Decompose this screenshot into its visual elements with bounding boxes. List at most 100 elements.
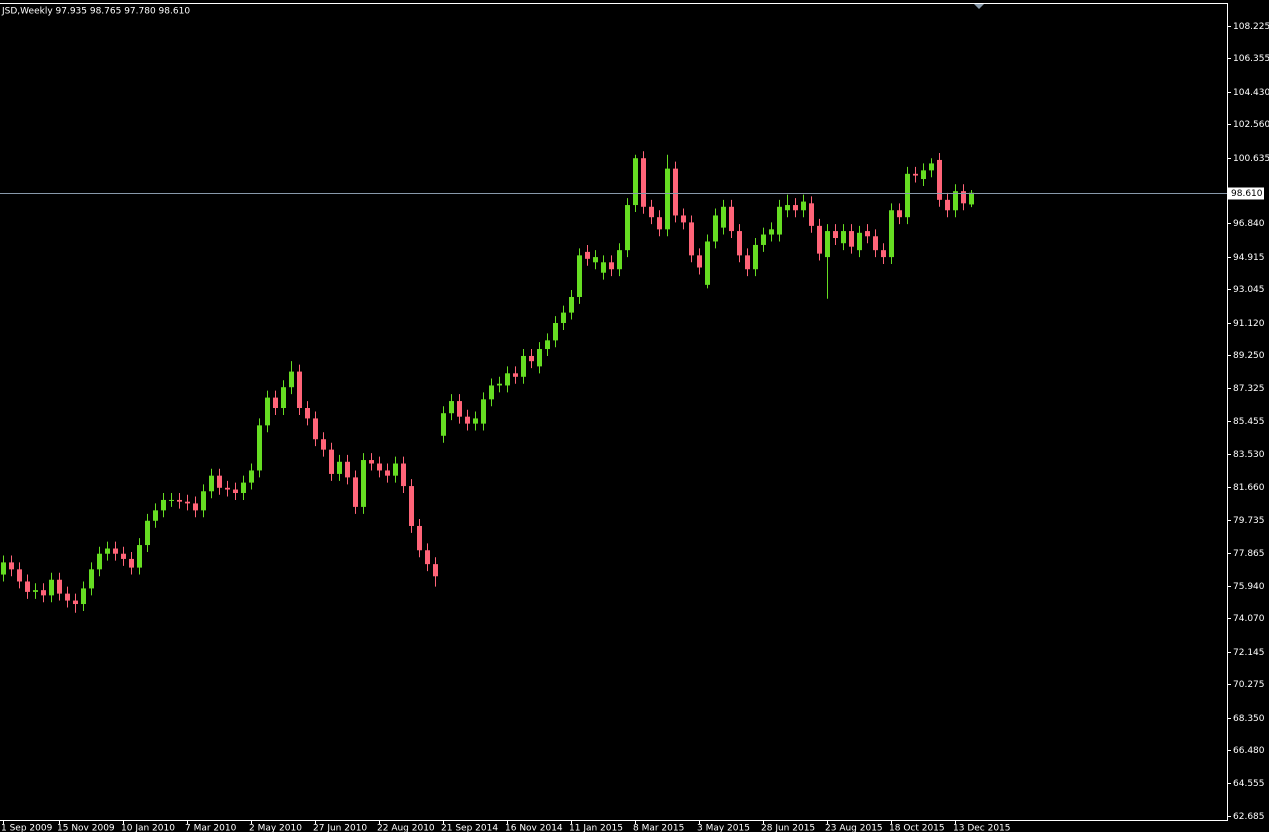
shift-marker [974, 4, 984, 9]
y-tick-label: 74.070 [1233, 614, 1265, 624]
candle-body [745, 255, 750, 270]
candle-body [881, 250, 886, 258]
candle-body [953, 191, 958, 211]
candle-body [617, 250, 622, 270]
candle-body [321, 439, 326, 450]
candle-body [497, 383, 502, 386]
y-tick-label: 85.455 [1233, 417, 1265, 427]
candle-body [937, 159, 942, 200]
candle-body [105, 548, 110, 554]
candle-body [913, 173, 918, 176]
candle-body [721, 206, 726, 228]
candle-body [449, 401, 454, 414]
candle-body [401, 463, 406, 487]
y-tick-label: 94.915 [1233, 253, 1265, 263]
candle-body [969, 192, 974, 205]
candle-body [889, 210, 894, 258]
candle-body [849, 231, 854, 247]
x-tick-label: 8 Mar 2015 [633, 824, 684, 832]
candle-body [361, 460, 366, 507]
candle-body [369, 460, 374, 464]
candle-body [489, 385, 494, 400]
candle-body [945, 199, 950, 211]
candle-body [785, 205, 790, 211]
x-tick-label: 1 Sep 2009 [1, 824, 53, 832]
candle-body [161, 499, 166, 511]
candle-body [569, 296, 574, 313]
candle-body [425, 550, 430, 565]
y-tick-label: 91.120 [1233, 319, 1265, 329]
candle-body [249, 470, 254, 483]
candle-body [265, 397, 270, 426]
candle-body [641, 158, 646, 207]
candle-body [561, 312, 566, 324]
candle-body [841, 231, 846, 244]
candle-body [697, 255, 702, 268]
candle-body [89, 569, 94, 589]
candle-body [593, 257, 598, 263]
candle-body [185, 501, 190, 504]
candle-body [713, 215, 718, 242]
candle-body [601, 262, 606, 273]
candle-body [329, 449, 334, 474]
candle-body [297, 371, 302, 409]
candle-body [441, 413, 446, 436]
y-tick-label: 83.530 [1233, 450, 1265, 460]
candle-body [33, 590, 38, 592]
candle-body [385, 470, 390, 476]
candle-body [873, 236, 878, 251]
x-tick-label: 7 Mar 2010 [185, 824, 237, 832]
y-tick-label: 81.660 [1233, 483, 1265, 493]
candle-body [833, 231, 838, 239]
candle-body [457, 401, 462, 417]
candle-body [705, 241, 710, 285]
candle-body [905, 173, 910, 218]
candle-body [409, 486, 414, 526]
x-tick-label: 11 Jan 2015 [569, 824, 623, 832]
y-tick-label: 66.480 [1233, 746, 1265, 756]
candle-body [921, 170, 926, 180]
x-tick-label: 2 May 2010 [249, 824, 302, 832]
candle-body [233, 489, 238, 494]
candle-body [209, 475, 214, 492]
x-tick-label: 13 Dec 2015 [953, 824, 1011, 832]
y-tick-label: 77.865 [1233, 549, 1265, 559]
candle-body [305, 408, 310, 419]
candle-body [545, 340, 550, 350]
candle-body [633, 158, 638, 206]
y-tick-label: 96.840 [1233, 219, 1265, 229]
candle-body [609, 262, 614, 270]
candle-body [393, 463, 398, 476]
candle-body [817, 225, 822, 254]
x-tick-label: 27 Jun 2010 [313, 824, 367, 832]
y-tick-label: 68.350 [1233, 714, 1265, 724]
candle-body [857, 232, 862, 251]
y-tick-label: 106.355 [1233, 54, 1269, 64]
y-tick-label: 72.145 [1233, 648, 1265, 658]
candle-body [137, 545, 142, 568]
candle-body [809, 203, 814, 226]
candle-body [17, 569, 22, 582]
candle-body [345, 461, 350, 478]
bid-label-box [1228, 187, 1264, 200]
candle-body [97, 553, 102, 570]
candle-body [465, 416, 470, 424]
chart-title: JSD,Weekly 97.935 98.765 97.780 98.610 [1, 7, 190, 17]
x-tick-label: 10 Jan 2010 [121, 824, 175, 832]
y-tick-label: 100.635 [1233, 154, 1269, 164]
candle-body [417, 525, 422, 551]
candle-body [145, 520, 150, 546]
candle-body [657, 217, 662, 230]
candle-body [353, 477, 358, 507]
candle-body [241, 482, 246, 494]
y-tick-label: 102.560 [1233, 120, 1269, 130]
x-tick-label: 16 Nov 2014 [505, 824, 563, 832]
candle-body [257, 425, 262, 471]
candle-body [81, 588, 86, 605]
candle-body [625, 205, 630, 251]
candle-body [649, 206, 654, 218]
candle-body [273, 397, 278, 409]
x-tick-label: 21 Sep 2014 [441, 824, 498, 832]
candle-body [769, 229, 774, 235]
